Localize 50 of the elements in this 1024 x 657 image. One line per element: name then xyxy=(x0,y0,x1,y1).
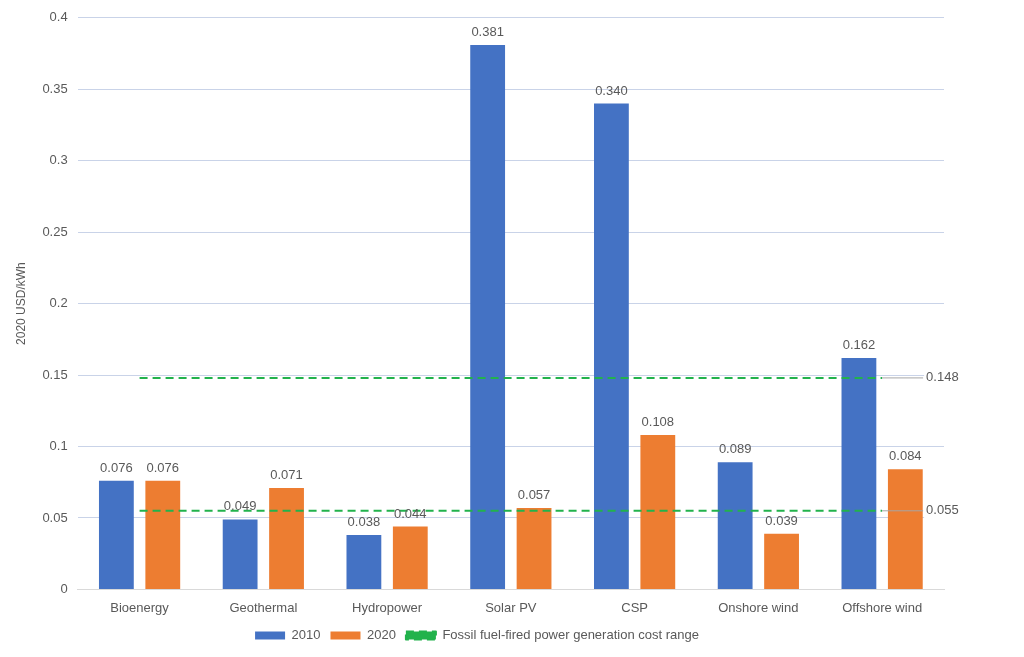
data-label: 0.039 xyxy=(765,512,798,528)
data-label: 0.057 xyxy=(517,487,551,503)
data-label: 0.055 xyxy=(926,502,959,518)
y-tick-label: 0.15 xyxy=(42,366,68,382)
bar xyxy=(145,480,181,589)
bar xyxy=(470,44,506,589)
legend-label: 2010 xyxy=(291,627,321,643)
bar xyxy=(594,103,629,589)
bar xyxy=(516,507,552,589)
bar xyxy=(841,357,877,589)
bar xyxy=(222,519,258,589)
x-tick-label: Offshore wind xyxy=(842,599,923,615)
data-label: 0.084 xyxy=(889,448,922,464)
data-label: 0.071 xyxy=(270,467,303,483)
bar xyxy=(640,435,676,589)
data-label: 0.049 xyxy=(223,498,257,514)
legend-label: Fossil fuel-fired power generation cost range xyxy=(442,627,699,643)
data-label: 0.044 xyxy=(394,505,427,521)
data-label: 0.381 xyxy=(471,24,504,40)
bar xyxy=(98,480,134,589)
y-tick-label: 0.1 xyxy=(49,438,68,454)
data-label: 0.089 xyxy=(718,441,752,457)
y-tick-label: 0.2 xyxy=(49,295,68,311)
bar xyxy=(392,526,428,589)
legend-label: 2020 xyxy=(366,627,396,643)
x-tick-label: Geothermal xyxy=(229,599,298,615)
bar xyxy=(269,487,304,589)
y-tick-label: 0 xyxy=(60,580,68,596)
data-label: 0.148 xyxy=(926,369,959,385)
bar xyxy=(346,535,382,589)
y-tick-label: 0.4 xyxy=(49,9,68,25)
y-axis-title: 2020 USD/kWh xyxy=(13,262,28,345)
data-label: 0.076 xyxy=(146,459,180,475)
bar xyxy=(887,469,923,589)
y-tick-label: 0.05 xyxy=(42,509,68,525)
x-tick-label: Solar PV xyxy=(485,599,537,615)
y-tick-label: 0.35 xyxy=(42,80,68,96)
x-tick-label: CSP xyxy=(621,599,648,615)
x-tick-label: Bioenergy xyxy=(110,599,170,615)
y-tick-label: 0.3 xyxy=(49,152,68,168)
data-label: 0.162 xyxy=(842,336,876,352)
data-label: 0.038 xyxy=(347,514,381,530)
bar xyxy=(717,462,753,589)
data-label: 0.340 xyxy=(595,82,628,98)
x-tick-label: Onshore wind xyxy=(718,599,799,615)
bar xyxy=(764,533,799,589)
x-tick-label: Hydropower xyxy=(352,599,423,615)
data-label: 0.076 xyxy=(100,459,133,475)
data-label: 0.108 xyxy=(641,414,675,430)
y-tick-label: 0.25 xyxy=(42,223,68,239)
